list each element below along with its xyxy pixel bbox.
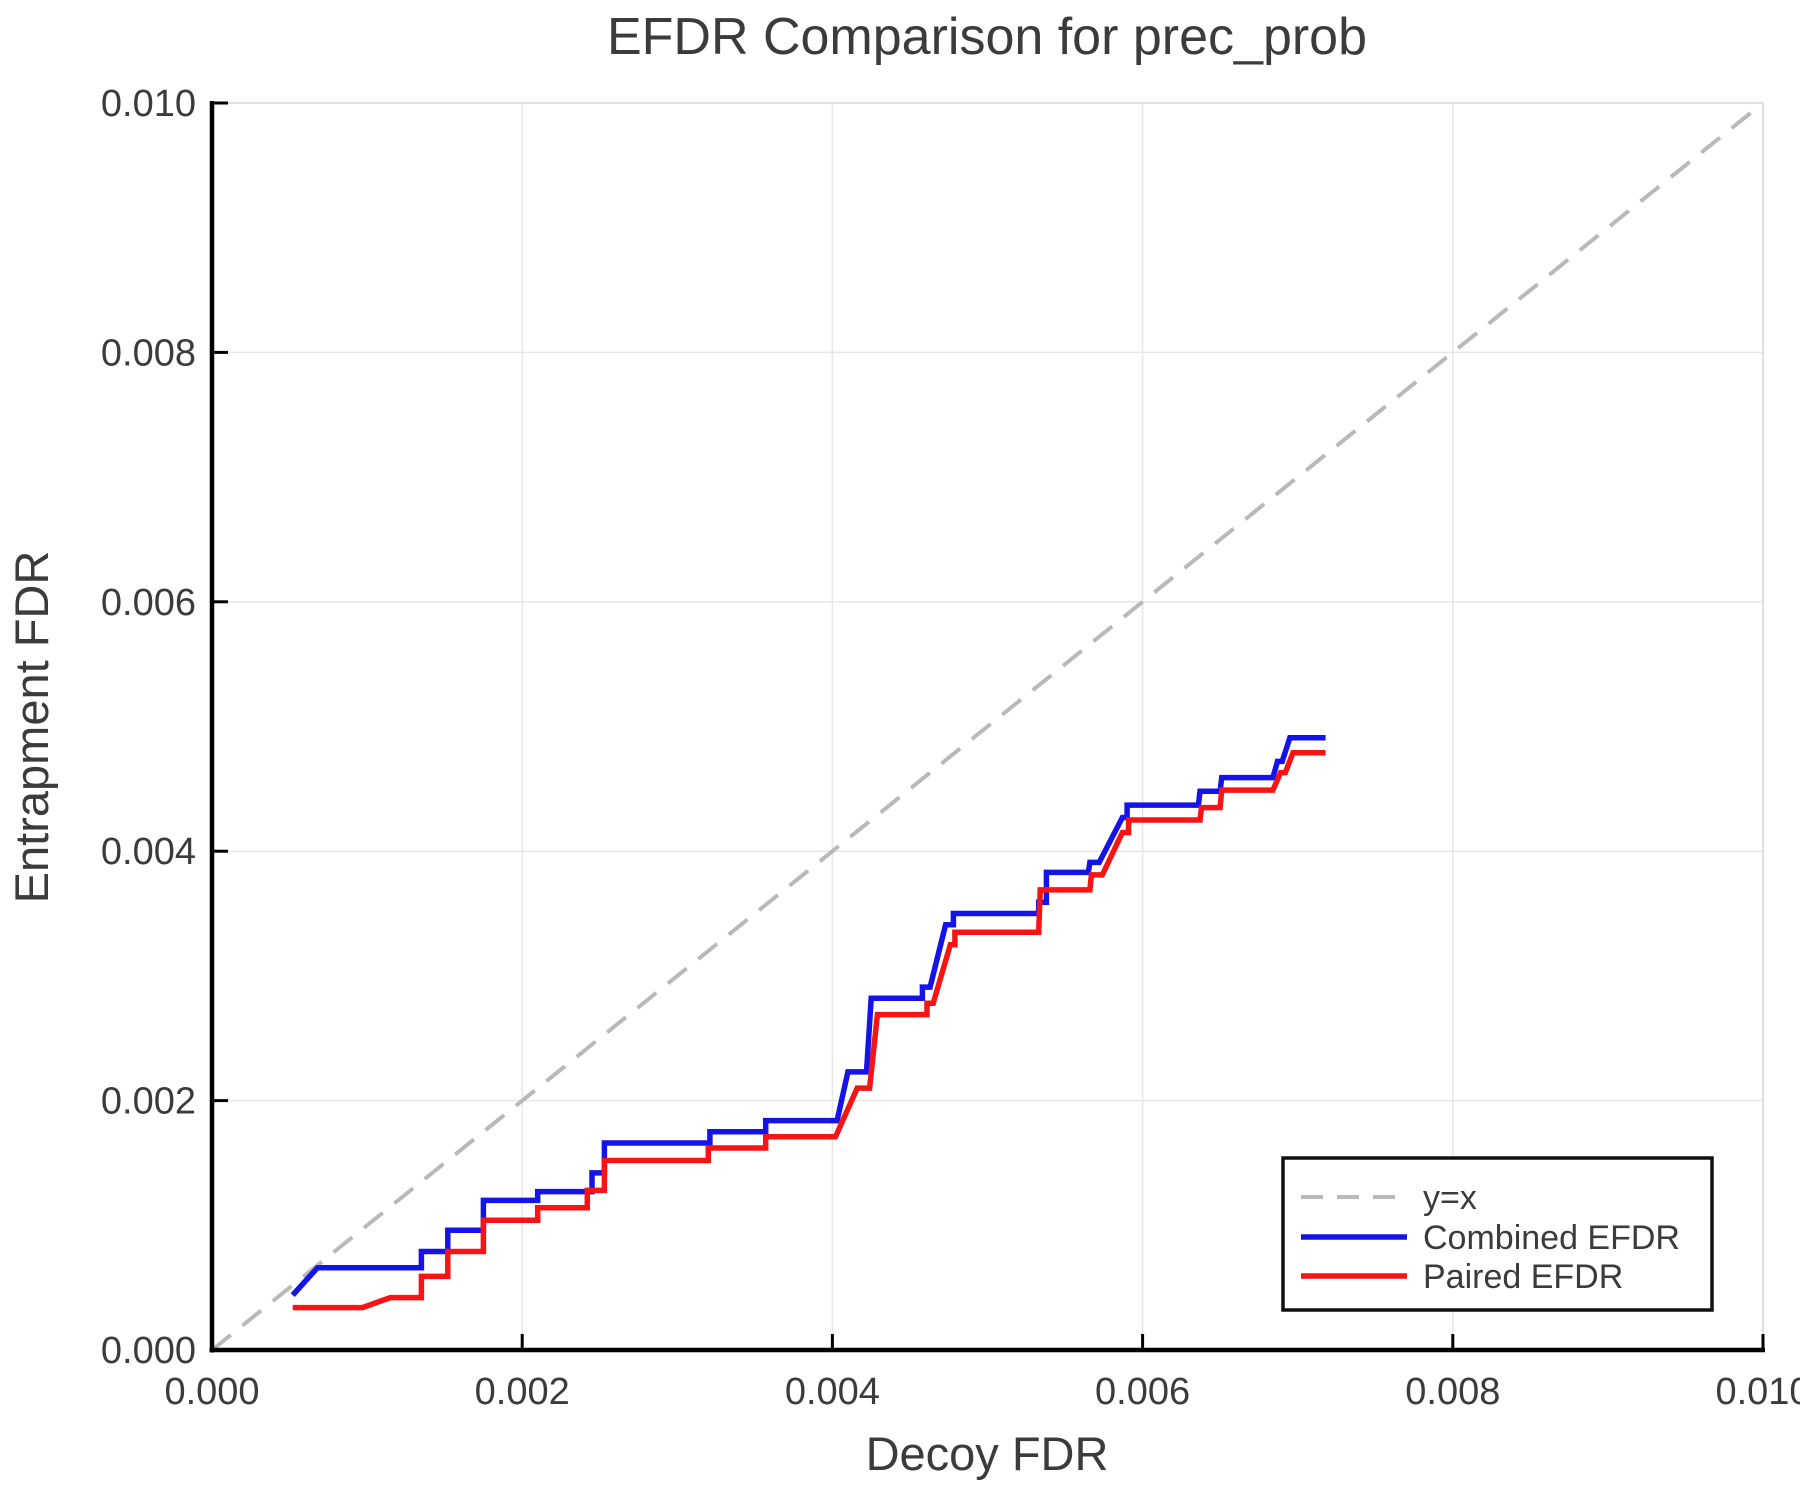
legend-label-y=x: y=x [1423, 1179, 1477, 1217]
y-tick-label: 0.006 [101, 582, 196, 624]
legend-box [1281, 1156, 1714, 1312]
paired-efdr-line [292, 749, 1326, 1311]
x-tick-label: 0.006 [1095, 1371, 1190, 1413]
combined-efdr-line [290, 734, 1326, 1297]
x-tick-label: 0.002 [475, 1371, 570, 1413]
y-axis-label: Entrapment FDR [5, 551, 58, 904]
x-tick-label: 0.010 [1715, 1371, 1800, 1413]
y-tick-label: 0.008 [101, 332, 196, 374]
chart-title: EFDR Comparison for prec_prob [607, 8, 1367, 66]
plot-lines [210, 101, 1765, 1352]
x-axis-label: Decoy FDR [866, 1427, 1109, 1480]
identity-line [210, 101, 1765, 1352]
y-tick-label: 0.002 [101, 1081, 196, 1123]
y-tick-label: 0.010 [101, 83, 196, 125]
axis-ticks [210, 101, 1765, 1352]
x-tick-label: 0.000 [164, 1371, 259, 1413]
y-tick-label: 0.000 [101, 1330, 196, 1372]
y-tick-label: 0.004 [101, 831, 196, 873]
x-tick-label: 0.004 [785, 1371, 880, 1413]
axes-spines [209, 101, 1765, 1353]
x-tick-label: 0.008 [1405, 1371, 1500, 1413]
axis-tick-labels: 0.000 0.002 0.004 0.006 0.008 0.010 0.000 0.002… [101, 83, 1800, 1413]
legend-label-combined-efdr: Combined EFDR [1423, 1219, 1680, 1257]
legend-label-paired-efdr: Paired EFDR [1423, 1258, 1623, 1296]
